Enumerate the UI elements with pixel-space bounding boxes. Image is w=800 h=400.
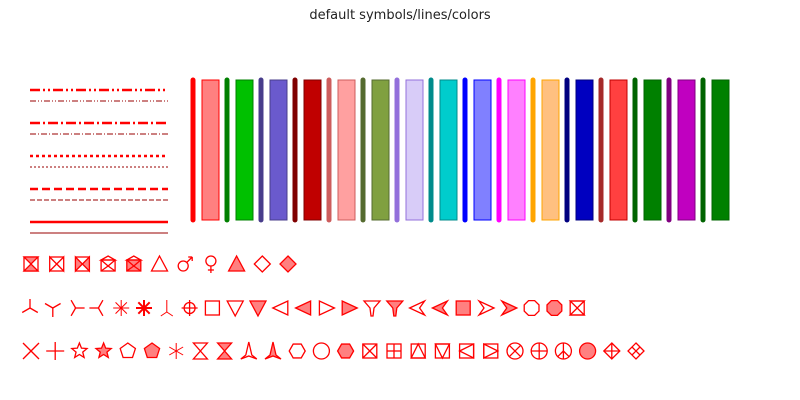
symbol-pentagon-open bbox=[119, 342, 137, 359]
line-sample-dashed bbox=[30, 187, 168, 201]
symbol-square-open bbox=[204, 300, 221, 316]
symbol-peace-icon bbox=[554, 342, 573, 360]
symbol-x-cross bbox=[22, 342, 40, 360]
symbol-arrowhead-right-filled bbox=[499, 299, 519, 317]
symbol-y-down-thin bbox=[160, 300, 174, 317]
chart-title: default symbols/lines/colors bbox=[309, 8, 491, 23]
symbol-square-filled bbox=[455, 300, 471, 316]
symbol-diamond-x bbox=[627, 342, 645, 360]
symbol-octagon-filled bbox=[546, 299, 563, 317]
color-bar-1 bbox=[235, 79, 254, 221]
color-bar-11 bbox=[575, 79, 594, 221]
symbol-triangle-up-filled bbox=[227, 254, 246, 272]
symbol-circle-plus bbox=[530, 342, 548, 360]
symbol-pentagon-filled bbox=[143, 342, 161, 359]
symbol-square-triangle-down bbox=[434, 343, 451, 360]
color-bar-4 bbox=[337, 79, 356, 221]
symbol-hourglass-filled bbox=[216, 342, 234, 360]
color-bar-9 bbox=[507, 79, 526, 221]
symbol-diamond-plus bbox=[602, 342, 621, 360]
symbol-square-triangle-left bbox=[458, 342, 475, 360]
color-bar-14 bbox=[677, 79, 696, 221]
symbol-samples bbox=[21, 254, 645, 360]
color-swatches bbox=[190, 77, 730, 223]
color-bar-15 bbox=[711, 79, 730, 221]
symbol-diamond-open bbox=[253, 255, 272, 273]
symbol-hexagon-open bbox=[288, 343, 306, 359]
symbol-arrowhead-right-open bbox=[477, 299, 496, 317]
color-bar-7 bbox=[439, 79, 458, 221]
symbol-triangle-down-open bbox=[226, 300, 245, 318]
color-bar-10 bbox=[541, 79, 560, 221]
symbol-triangle-down-filled bbox=[248, 300, 268, 318]
color-bar-13 bbox=[643, 79, 662, 221]
symbol-square-triangle-up bbox=[410, 342, 427, 359]
line-sample-dotted bbox=[30, 154, 168, 168]
line-style-samples bbox=[30, 88, 168, 234]
symbol-asterisk-open bbox=[113, 300, 130, 316]
line-sample-dash-dot bbox=[30, 121, 168, 135]
symbol-arrowhead-left-filled bbox=[430, 299, 450, 317]
symbol-bowtie-filled bbox=[74, 255, 91, 273]
symbol-diamond-filled bbox=[279, 255, 297, 273]
symbol-female-symbol bbox=[205, 255, 217, 273]
symbol-bowtie-box bbox=[49, 255, 65, 273]
color-bar-0 bbox=[201, 79, 220, 221]
symbol-square-plus bbox=[386, 343, 402, 359]
symbol-circle-filled bbox=[578, 342, 597, 360]
symbol-arrowhead-left-open bbox=[408, 299, 427, 317]
symbol-square-triangle-right bbox=[483, 342, 500, 360]
symbol-triangle-left-filled bbox=[294, 299, 312, 317]
symbol-triangle-left-open bbox=[271, 299, 289, 317]
symbol-y-up bbox=[44, 302, 61, 317]
color-bar-5 bbox=[371, 79, 390, 221]
color-bar-12 bbox=[609, 79, 628, 221]
symbol-hourglass-box-open bbox=[568, 300, 586, 316]
color-bar-8 bbox=[473, 79, 492, 221]
color-bar-2 bbox=[269, 79, 288, 221]
symbol-tri-arrow-open bbox=[240, 341, 258, 360]
symbol-tri-y-open bbox=[362, 300, 382, 317]
symbol-circle-x bbox=[506, 342, 524, 360]
symbol-tri-y-filled bbox=[385, 300, 405, 317]
symbol-triangle-up-open bbox=[150, 254, 169, 272]
symbol-star-filled bbox=[94, 341, 113, 359]
symbol-triangle-right-filled bbox=[341, 299, 359, 317]
symbol-asterisk-thin bbox=[169, 343, 184, 359]
symbol-octagon-open bbox=[523, 299, 540, 317]
symbol-envelope-box bbox=[98, 255, 118, 272]
symbol-hexagon-filled bbox=[336, 343, 355, 359]
symbol-male-symbol bbox=[177, 256, 193, 272]
symbol-hourglass-box-filled bbox=[22, 256, 40, 272]
symbol-envelope-box-filled bbox=[124, 255, 144, 272]
symbol-square-x bbox=[362, 343, 378, 359]
line-sample-solid bbox=[30, 220, 168, 234]
symbol-star-open bbox=[70, 341, 89, 359]
symbol-y-left bbox=[70, 299, 85, 317]
symbol-circle-cross bbox=[181, 300, 198, 316]
symbol-asterisk-bold bbox=[136, 300, 152, 316]
color-bar-3 bbox=[303, 79, 322, 221]
symbol-plus bbox=[46, 342, 65, 360]
symbol-y-right bbox=[89, 299, 104, 317]
symbol-y-down bbox=[21, 299, 39, 314]
color-bar-6 bbox=[405, 79, 424, 221]
line-sample-dash-dot-dot bbox=[30, 88, 168, 102]
symbol-circle-open bbox=[312, 342, 331, 360]
symbol-triangle-right-open bbox=[318, 299, 336, 317]
symbol-hourglass-open bbox=[191, 342, 209, 360]
symbol-tri-arrow-filled bbox=[264, 341, 282, 360]
